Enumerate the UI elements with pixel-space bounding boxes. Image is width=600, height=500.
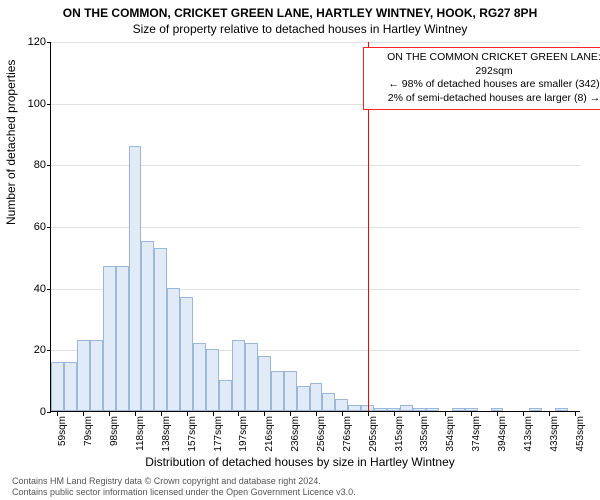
histogram-bar [335, 399, 348, 411]
ytick-mark [47, 227, 51, 228]
histogram-bar [374, 408, 387, 411]
ytick-mark [47, 165, 51, 166]
histogram-bar [348, 405, 361, 411]
ytick-mark [47, 42, 51, 43]
annotation-line: 2% of semi-detached houses are larger (8… [370, 92, 600, 106]
x-axis-label: Distribution of detached houses by size … [0, 455, 600, 469]
histogram-bar [129, 146, 142, 411]
histogram-bar [387, 408, 400, 411]
histogram-bar [245, 343, 258, 411]
footer-line-1: Contains HM Land Registry data © Crown c… [12, 476, 356, 487]
histogram-bar [297, 386, 310, 411]
chart-title-main: ON THE COMMON, CRICKET GREEN LANE, HARTL… [0, 0, 600, 20]
footer-line-2: Contains public sector information licen… [12, 487, 356, 498]
histogram-bar [180, 297, 193, 411]
histogram-bar [400, 405, 413, 411]
histogram-bar [51, 362, 64, 411]
histogram-bar [64, 362, 77, 411]
histogram-bar [284, 371, 297, 411]
histogram-bar [103, 266, 116, 411]
histogram-bar [77, 340, 90, 411]
histogram-bar [141, 241, 154, 411]
histogram-bar [167, 288, 180, 411]
chart-area: 02040608010012059sqm79sqm98sqm118sqm138s… [50, 42, 580, 412]
histogram-bar [206, 349, 219, 411]
histogram-bar [426, 408, 439, 411]
histogram-bar [219, 380, 232, 411]
ytick-label: 60 [16, 221, 46, 233]
y-axis-label: Number of detached properties [4, 60, 18, 225]
chart-title-sub: Size of property relative to detached ho… [0, 20, 600, 36]
histogram-bar [413, 408, 426, 411]
gridline [51, 42, 580, 43]
ytick-label: 120 [16, 36, 46, 48]
histogram-bar [258, 356, 271, 412]
histogram-bar [491, 408, 504, 411]
ytick-label: 100 [16, 98, 46, 110]
annotation-line: ON THE COMMON CRICKET GREEN LANE: 292sqm [370, 51, 600, 78]
histogram-bar [529, 408, 542, 411]
histogram-bar [465, 408, 478, 411]
attribution-footer: Contains HM Land Registry data © Crown c… [12, 476, 356, 498]
ytick-label: 80 [16, 159, 46, 171]
histogram-bar [452, 408, 465, 411]
histogram-bar [154, 248, 167, 411]
histogram-bar [193, 343, 206, 411]
ytick-mark [47, 412, 51, 413]
histogram-bar [322, 393, 335, 412]
histogram-bar [310, 383, 323, 411]
histogram-bar [555, 408, 568, 411]
histogram-bar [116, 266, 129, 411]
histogram-bar [271, 371, 284, 411]
ytick-mark [47, 289, 51, 290]
histogram-bar [90, 340, 103, 411]
plot-region: 02040608010012059sqm79sqm98sqm118sqm138s… [50, 42, 580, 412]
ytick-label: 40 [16, 283, 46, 295]
ytick-label: 20 [16, 344, 46, 356]
annotation-line: ← 98% of detached houses are smaller (34… [370, 78, 600, 92]
histogram-bar [232, 340, 245, 411]
ytick-label: 0 [16, 406, 46, 418]
ytick-mark [47, 104, 51, 105]
ytick-mark [47, 350, 51, 351]
annotation-box: ON THE COMMON CRICKET GREEN LANE: 292sqm… [363, 47, 600, 110]
